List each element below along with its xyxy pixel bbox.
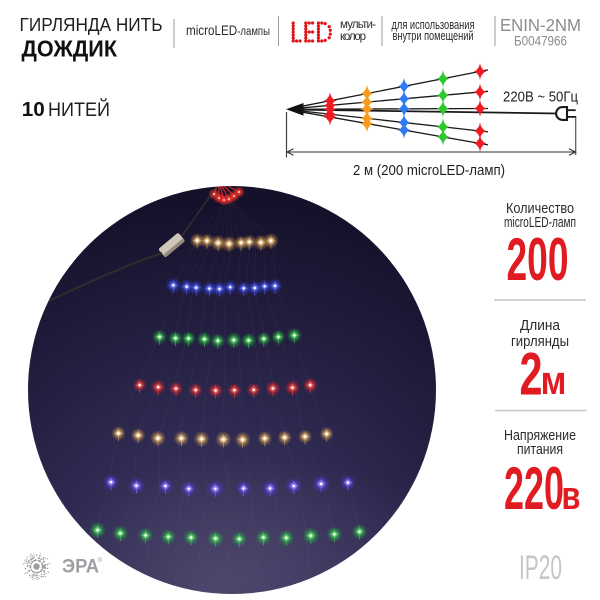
svg-text:Напряжение: Напряжение — [504, 427, 576, 444]
svg-text:Длина: Длина — [520, 317, 561, 334]
svg-text:microLED-ламп: microLED-ламп — [504, 214, 576, 231]
svg-text:Количество: Количество — [506, 200, 574, 217]
svg-text:внутри помещений: внутри помещений — [393, 29, 474, 43]
svg-text:для использования: для использования — [392, 18, 475, 32]
svg-text:2: 2 — [520, 340, 543, 408]
svg-text:ГИРЛЯНДА НИТЬ: ГИРЛЯНДА НИТЬ — [20, 15, 163, 35]
svg-text:®: ® — [98, 556, 103, 564]
svg-text:гирлянды: гирлянды — [511, 333, 569, 350]
svg-text:2 м (200 microLED-ламп): 2 м (200 microLED-ламп) — [353, 162, 505, 179]
svg-text:НИТЕЙ: НИТЕЙ — [48, 97, 110, 121]
svg-text:IP20: IP20 — [519, 549, 562, 587]
svg-text:10: 10 — [22, 98, 45, 121]
svg-text:ДОЖДИК: ДОЖДИК — [22, 36, 118, 62]
svg-text:220: 220 — [504, 454, 564, 522]
svg-text:колор: колор — [340, 31, 366, 43]
svg-text:Б0047966: Б0047966 — [514, 34, 567, 49]
svg-text:м: м — [541, 359, 567, 403]
svg-text:ENIN-2NM: ENIN-2NM — [500, 15, 581, 35]
svg-text:microLED-лампы: microLED-лампы — [186, 22, 270, 38]
svg-text:питания: питания — [517, 441, 563, 458]
svg-text:200: 200 — [507, 225, 569, 293]
svg-text:220В ~ 50Гц: 220В ~ 50Гц — [503, 90, 578, 106]
svg-text:ЭРА: ЭРА — [62, 557, 99, 578]
svg-text:в: в — [562, 474, 581, 518]
svg-text:мульти-: мульти- — [340, 19, 376, 31]
